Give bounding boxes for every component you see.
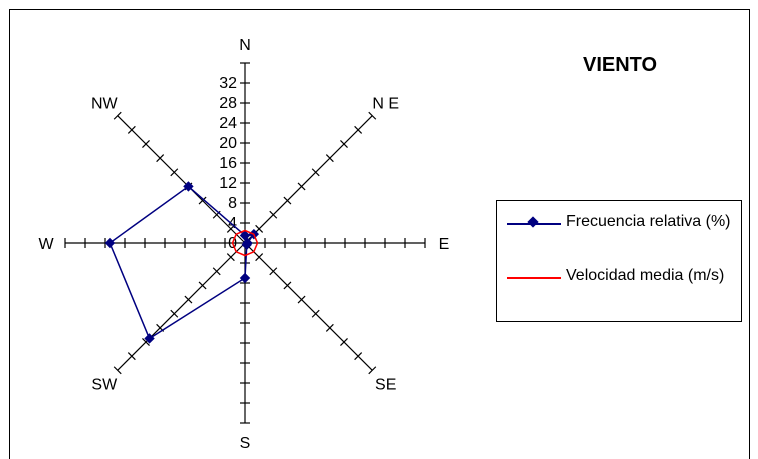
radial-tick-label-8: 8 (228, 195, 237, 212)
tick-se-4 (255, 253, 264, 262)
tick-se-32 (354, 352, 363, 361)
legend-line-velocidad (507, 277, 561, 279)
tick-nw-4 (226, 224, 235, 233)
tick-se-16 (297, 295, 306, 304)
tick-se-12 (283, 281, 292, 290)
radial-tick-label-20: 20 (219, 135, 237, 152)
tick-se-8 (269, 267, 278, 276)
series-line-velocidad (231, 229, 259, 257)
direction-label-sw: SW (91, 377, 118, 394)
direction-label-s: S (240, 435, 251, 450)
radial-tick-label-4: 4 (228, 215, 237, 232)
legend-label-frecuencia: Frecuencia relativa (%) (566, 213, 731, 230)
tick-ne-8 (269, 210, 278, 219)
direction-label-se: SE (375, 377, 396, 394)
tick-ne-4 (255, 224, 264, 233)
tick-nw-24 (156, 154, 165, 163)
chart-title: VIENTO (583, 54, 658, 76)
tick-sw-20 (170, 309, 179, 318)
legend-marker-frecuencia (527, 216, 539, 228)
radial-tick-label-28: 28 (219, 95, 237, 112)
radial-tick-label-12: 12 (219, 175, 237, 192)
direction-label-ne: N E (372, 95, 399, 112)
direction-label-n: N (239, 37, 251, 54)
tick-sw-16 (184, 295, 193, 304)
tick-sw-8 (212, 267, 221, 276)
tick-se-24 (325, 323, 334, 332)
legend-item-frecuencia: Frecuencia relativa (%) (497, 211, 741, 261)
radial-tick-label-32: 32 (219, 75, 237, 92)
axis-ne (244, 115, 373, 244)
direction-label-nw: NW (91, 95, 119, 112)
data-point-frecuencia-sw (144, 333, 155, 344)
tick-se-36 (368, 366, 377, 375)
data-point-frecuencia-s (239, 272, 251, 284)
tick-sw-36 (113, 366, 122, 375)
tick-nw-20 (170, 168, 179, 177)
axis-se (244, 242, 373, 371)
tick-ne-12 (283, 196, 292, 205)
tick-sw-4 (226, 253, 235, 262)
legend: Frecuencia relativa (%) Velocidad media … (496, 200, 742, 322)
data-point-frecuencia-nw (183, 181, 194, 192)
axis-sw (117, 242, 246, 371)
tick-nw-12 (198, 196, 207, 205)
legend-item-velocidad: Velocidad media (m/s) (497, 265, 741, 315)
data-point-frecuencia-se (241, 239, 252, 250)
tick-nw-32 (127, 125, 136, 134)
tick-ne-32 (354, 125, 363, 134)
radial-tick-label-24: 24 (219, 115, 237, 132)
tick-sw-28 (142, 338, 150, 346)
tick-ne-24 (325, 154, 334, 163)
legend-label-velocidad: Velocidad media (m/s) (566, 267, 725, 284)
tick-se-20 (311, 309, 320, 318)
tick-sw-12 (198, 281, 207, 290)
tick-ne-36 (368, 111, 377, 120)
tick-nw-36 (113, 111, 122, 120)
tick-nw-28 (142, 140, 150, 148)
tick-se-28 (340, 338, 348, 346)
tick-ne-20 (311, 168, 320, 177)
tick-ne-16 (297, 182, 306, 191)
data-point-frecuencia-n (239, 230, 251, 241)
axis-nw (117, 115, 246, 244)
data-point-frecuencia-w (104, 237, 116, 249)
radial-tick-label-16: 16 (219, 155, 237, 172)
direction-label-w: W (38, 236, 54, 253)
direction-label-e: E (439, 236, 450, 253)
tick-sw-32 (127, 352, 136, 361)
tick-ne-28 (340, 140, 348, 148)
